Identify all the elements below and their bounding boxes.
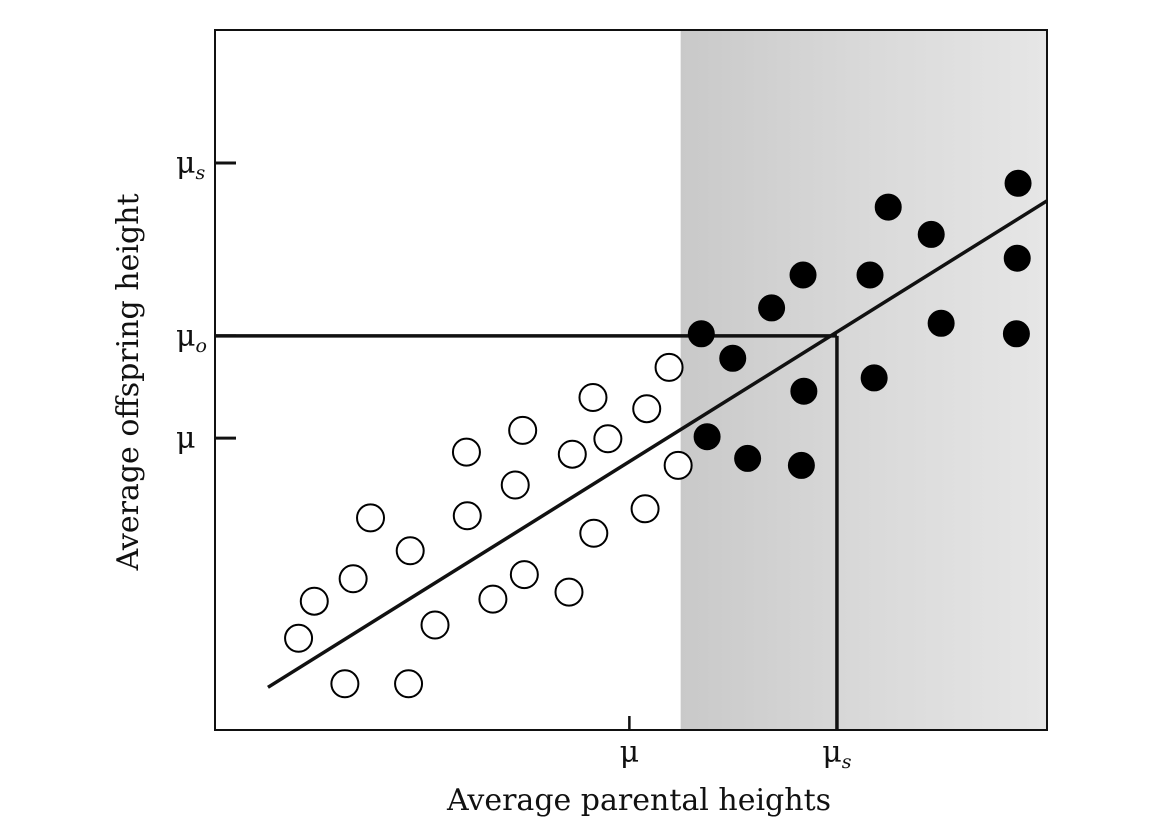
plot-frame xyxy=(214,29,1048,731)
filled-point xyxy=(1004,169,1032,197)
filled-point xyxy=(693,423,721,451)
open-point xyxy=(395,536,425,566)
open-point xyxy=(452,501,482,531)
open-point xyxy=(330,669,360,699)
open-point xyxy=(630,494,660,524)
open-point xyxy=(478,584,508,614)
filled-point xyxy=(687,320,715,348)
y-tick-label: μ xyxy=(176,421,196,456)
filled-point xyxy=(789,261,817,289)
y-axis-ticks: μ μo μs xyxy=(176,146,236,456)
open-point xyxy=(394,669,424,699)
filled-point xyxy=(860,364,888,392)
filled-point xyxy=(927,309,955,337)
filled-point xyxy=(874,193,902,221)
selected-filled-points xyxy=(687,169,1032,479)
open-point xyxy=(578,383,608,412)
regression-line xyxy=(267,199,1048,689)
open-point xyxy=(554,577,584,607)
open-point xyxy=(663,450,693,480)
x-tick-label: μs xyxy=(822,735,852,773)
open-point xyxy=(593,424,623,454)
filled-point xyxy=(1002,320,1030,348)
open-point xyxy=(356,503,386,533)
open-point xyxy=(500,470,530,500)
open-point xyxy=(299,586,329,616)
open-point xyxy=(557,439,587,469)
open-point xyxy=(579,518,609,548)
filled-point xyxy=(719,344,747,372)
open-point xyxy=(654,352,684,382)
x-tick-label: μ xyxy=(620,735,640,770)
open-point xyxy=(509,560,539,590)
open-point xyxy=(451,437,481,467)
filled-point xyxy=(917,220,945,248)
filled-point xyxy=(790,377,818,405)
y-tick-label: μo xyxy=(176,319,207,357)
filled-point xyxy=(787,451,815,479)
filled-point xyxy=(856,261,884,289)
open-point xyxy=(284,623,314,653)
open-point xyxy=(338,564,368,594)
x-axis-label: Average parental heights xyxy=(446,783,831,818)
open-point xyxy=(420,610,450,640)
offspring-open-points xyxy=(284,352,693,699)
filled-point xyxy=(758,294,786,322)
y-axis-label: Average offspring height xyxy=(111,193,146,571)
filled-point xyxy=(1003,244,1031,272)
filled-point xyxy=(734,444,762,472)
y-tick-label: μs xyxy=(176,146,206,184)
open-point xyxy=(632,394,662,424)
open-point xyxy=(508,415,538,445)
